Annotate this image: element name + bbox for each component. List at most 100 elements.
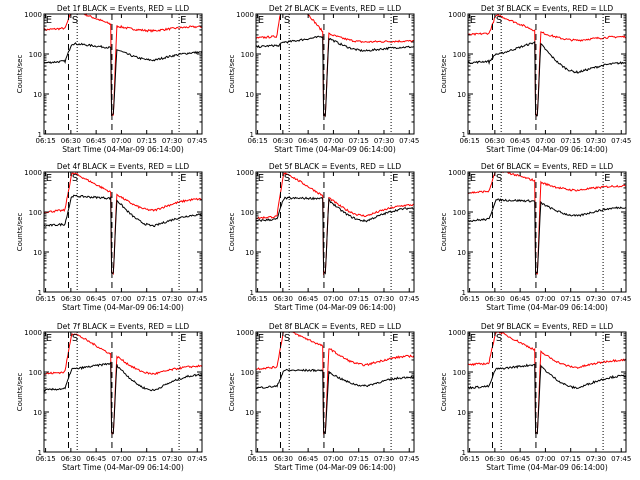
y-tick-label: 1 (250, 131, 254, 139)
x-tick-label: 06:30 (61, 295, 81, 303)
plot-frame (255, 13, 415, 135)
y-tick-label: 100 (29, 51, 42, 59)
marker-label: E (46, 333, 52, 344)
panel-title: Det 9f BLACK = Events, RED = LLD (481, 322, 614, 331)
y-axis-label: Counts/sec (440, 213, 448, 252)
x-tick-label: 07:00 (111, 295, 131, 303)
x-tick-label: 07:30 (586, 455, 606, 463)
marker-label: S (284, 333, 290, 344)
x-tick-label: 06:15 (247, 295, 267, 303)
marker-label: S (284, 173, 290, 184)
marker-label: E (470, 333, 476, 344)
x-tick-label: 06:30 (485, 455, 505, 463)
y-tick-label: 1000 (236, 11, 254, 19)
y-tick-label: 1000 (236, 329, 254, 337)
y-tick-label: 10 (33, 409, 42, 417)
marker-label: E (180, 15, 186, 26)
x-tick-label: 06:45 (86, 137, 106, 145)
x-tick-label: 06:15 (247, 455, 267, 463)
y-axis-label: Counts/sec (228, 213, 236, 252)
plot-frame (43, 331, 203, 453)
x-tick-label: 07:30 (374, 137, 394, 145)
marker-label: S (72, 15, 78, 26)
x-tick-label: 07:45 (611, 295, 631, 303)
marker-label: E (258, 333, 264, 344)
plot-frame (467, 331, 627, 453)
y-tick-label: 100 (29, 209, 42, 217)
y-axis-label: Counts/sec (440, 55, 448, 94)
events-line (43, 194, 203, 274)
marker-label: S (496, 15, 502, 26)
x-axis-label: Start Time (04-Mar-09 06:14:00) (486, 145, 608, 154)
x-tick-label: 07:45 (399, 455, 419, 463)
plot-frame (255, 331, 415, 453)
lld-line (43, 172, 203, 276)
marker-label: E (46, 15, 52, 26)
y-tick-label: 1000 (448, 329, 466, 337)
lld-line (467, 331, 627, 434)
y-tick-label: 10 (33, 249, 42, 257)
x-tick-label: 07:30 (162, 295, 182, 303)
panel-5: Det 5f BLACK = Events, RED = LLD E S E 1 10 10… (228, 162, 419, 312)
x-tick-label: 06:45 (298, 455, 318, 463)
y-tick-label: 100 (241, 51, 254, 59)
y-tick-label: 10 (33, 91, 42, 99)
x-tick-label: 06:15 (459, 455, 479, 463)
x-axis-label: Start Time (04-Mar-09 06:14:00) (486, 463, 608, 472)
y-tick-label: 10 (457, 91, 466, 99)
panel-4: Det 4f BLACK = Events, RED = LLD E S E 1 10 10… (16, 162, 207, 312)
y-tick-label: 1 (462, 289, 466, 297)
y-axis-label: Counts/sec (440, 373, 448, 412)
y-axis-label: Counts/sec (16, 213, 24, 252)
y-tick-label: 1 (38, 449, 42, 457)
panel-1: Det 1f BLACK = Events, RED = LLD E S E 1 10 10… (16, 4, 207, 154)
x-tick-label: 06:30 (273, 295, 293, 303)
x-tick-label: 07:15 (137, 137, 157, 145)
y-axis-label: Counts/sec (16, 55, 24, 94)
x-tick-label: 06:30 (61, 455, 81, 463)
y-tick-label: 100 (453, 369, 466, 377)
marker-label: E (258, 15, 264, 26)
y-tick-label: 10 (245, 249, 254, 257)
lld-line (467, 14, 626, 117)
marker-label: E (180, 173, 186, 184)
y-tick-label: 1000 (24, 169, 42, 177)
x-axis-label: Start Time (04-Mar-09 06:14:00) (274, 303, 396, 312)
events-line (43, 361, 203, 435)
y-tick-label: 10 (245, 91, 254, 99)
events-line (255, 196, 415, 275)
lld-line (255, 13, 415, 117)
events-line (255, 368, 415, 435)
x-tick-label: 06:30 (485, 137, 505, 145)
panel-title: Det 6f BLACK = Events, RED = LLD (481, 162, 614, 171)
x-tick-label: 07:45 (399, 295, 419, 303)
x-tick-label: 07:00 (535, 137, 555, 145)
x-tick-label: 06:15 (459, 295, 479, 303)
marker-label: E (392, 173, 398, 184)
marker-label: S (72, 333, 78, 344)
panel-title: Det 1f BLACK = Events, RED = LLD (57, 4, 190, 13)
x-tick-label: 07:00 (111, 455, 131, 463)
plot-frame (467, 171, 627, 293)
lld-line (255, 331, 415, 435)
marker-label: E (604, 333, 610, 344)
panel-8: Det 8f BLACK = Events, RED = LLD E S E 1 10 10… (228, 322, 419, 472)
x-tick-label: 06:45 (86, 455, 106, 463)
lld-line (467, 171, 627, 275)
y-tick-label: 100 (241, 209, 254, 217)
x-tick-label: 07:30 (162, 455, 182, 463)
x-tick-label: 07:45 (187, 137, 207, 145)
x-tick-label: 07:15 (561, 137, 581, 145)
x-axis-label: Start Time (04-Mar-09 06:14:00) (486, 303, 608, 312)
events-line (255, 35, 415, 118)
x-tick-label: 07:45 (611, 137, 631, 145)
x-tick-label: 06:45 (86, 295, 106, 303)
y-tick-label: 100 (453, 209, 466, 217)
x-tick-label: 06:15 (247, 137, 267, 145)
x-axis-label: Start Time (04-Mar-09 06:14:00) (62, 303, 184, 312)
x-tick-label: 06:45 (510, 137, 530, 145)
marker-label: E (180, 333, 186, 344)
x-tick-label: 06:45 (510, 295, 530, 303)
panel-2: Det 2f BLACK = Events, RED = LLD E S E 1 10 10… (228, 4, 419, 154)
x-tick-label: 07:15 (561, 455, 581, 463)
